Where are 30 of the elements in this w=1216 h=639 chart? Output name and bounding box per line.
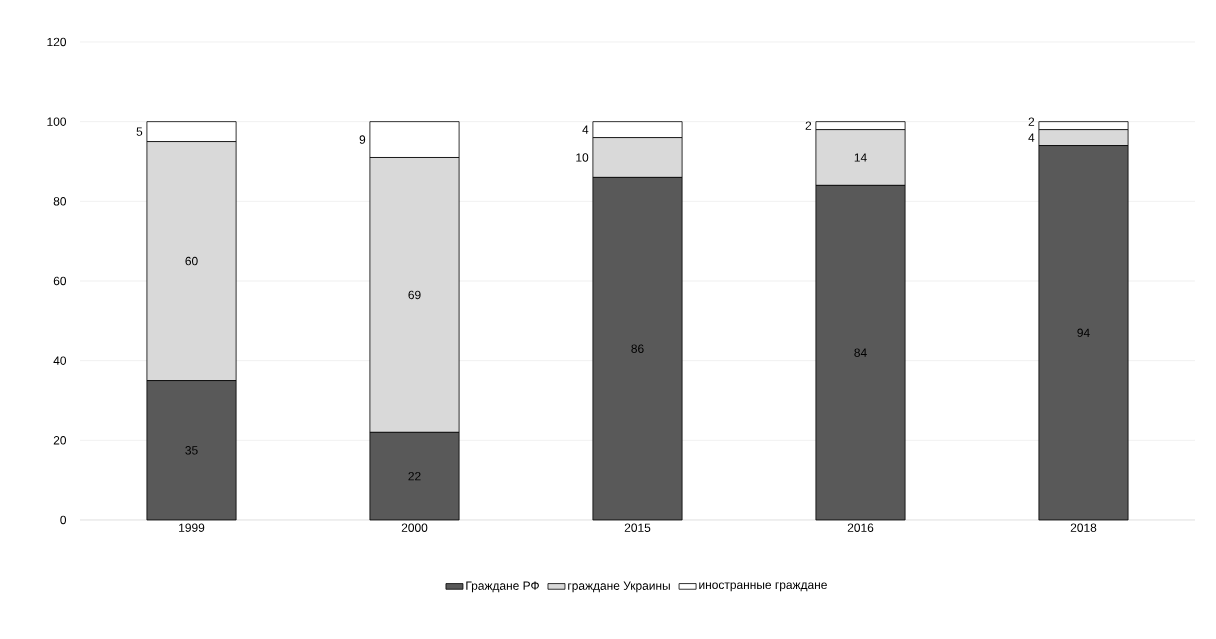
y-tick-label: 100 <box>47 117 67 126</box>
y-tick-label: 120 <box>47 37 67 47</box>
y-tick-label: 60 <box>53 276 67 286</box>
y-tick-label: 20 <box>53 436 67 445</box>
data-label: 4 <box>582 125 589 134</box>
x-tick-label: 2000 <box>401 523 428 532</box>
data-label: 84 <box>854 348 867 357</box>
data-label: 22 <box>408 472 421 481</box>
data-label: 69 <box>408 290 421 300</box>
data-label: 5 <box>136 127 143 136</box>
data-label: 10 <box>576 153 589 162</box>
data-label: 2 <box>805 121 812 130</box>
legend-label: Граждане РФ <box>466 581 539 593</box>
data-label: 60 <box>185 256 198 266</box>
x-tick-label: 2016 <box>847 523 874 532</box>
data-label: 86 <box>631 344 644 353</box>
data-label: 2 <box>1028 117 1035 126</box>
data-label: 35 <box>185 446 198 455</box>
data-label: 14 <box>854 153 867 162</box>
data-label: 94 <box>1077 328 1090 337</box>
data-label: 4 <box>1028 133 1035 142</box>
x-tick-label: 2015 <box>624 523 651 532</box>
legend-label: граждане Украины <box>568 581 670 593</box>
x-tick-label: 1999 <box>179 523 205 532</box>
data-label: 9 <box>359 135 366 144</box>
x-tick-label: 2018 <box>1070 523 1097 532</box>
legend-label: иностранные граждане <box>699 582 827 592</box>
y-tick-label: 40 <box>53 356 67 365</box>
y-tick-label: 80 <box>53 197 67 206</box>
y-tick-label: 0 <box>60 515 67 525</box>
